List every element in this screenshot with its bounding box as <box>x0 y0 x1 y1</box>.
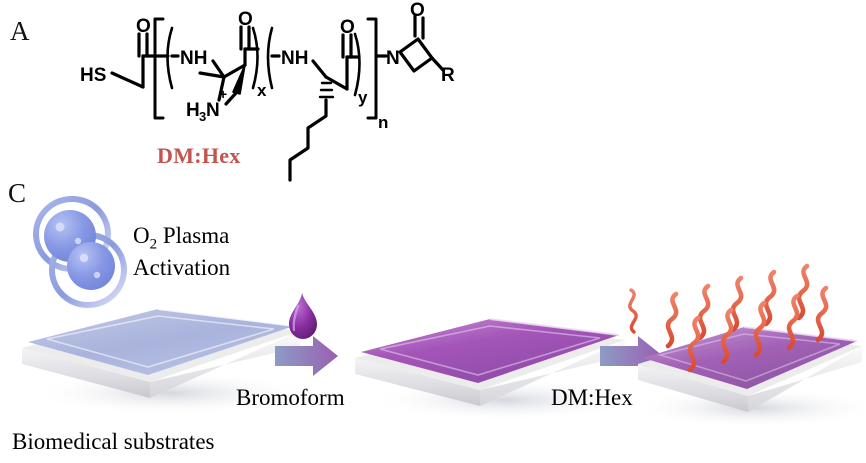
plasma-line-1: O2 Plasma <box>133 222 230 254</box>
atom-label-lactam-nitrogen: N <box>386 48 400 69</box>
polymer-chain-icon <box>628 288 638 334</box>
atom-label-ammonium: H <box>186 100 200 121</box>
atom-label-r-group: R <box>441 65 455 86</box>
plasma-o-text: O <box>133 223 150 248</box>
subscript-x: x <box>257 81 267 100</box>
grafted-polymer-brushes <box>665 263 829 373</box>
plasma-word: Plasma <box>157 223 230 248</box>
atom-label-amide-2: NH <box>281 48 308 69</box>
substrate-purple-slide <box>355 318 640 421</box>
subscript-n: n <box>378 113 388 132</box>
panel-c-letter: C <box>8 178 27 208</box>
polymer-name-label: DM:Hex <box>157 143 241 168</box>
caption-biomedical-substrates: Biomedical substrates <box>12 429 215 454</box>
atom-label-oxygen-4: O <box>410 0 425 21</box>
caption-dmhex: DM:Hex <box>551 385 633 410</box>
subscript-y: y <box>358 88 368 107</box>
plasma-activation-label: O2 Plasma Activation <box>133 222 230 282</box>
panel-a: A <box>0 0 470 200</box>
atom-label-oxygen-2: O <box>238 9 253 30</box>
bromoform-droplet-icon <box>289 292 317 339</box>
panel-c: C O2 Plasma Activation Biomedical substr… <box>0 178 866 463</box>
plasma-line-2: Activation <box>133 254 231 280</box>
surface-modification-scheme <box>22 196 866 428</box>
panel-a-letter: A <box>10 16 30 46</box>
substrate-blue-slide <box>22 308 310 415</box>
oxygen-plasma-icon <box>33 196 127 308</box>
atom-label-ammonium-n: N <box>206 100 220 121</box>
polymer-structure-diagram: HS NH NH H 3 N + O O O O N R x y n <box>80 0 455 182</box>
atom-label-ammonium-charge: + <box>219 86 227 102</box>
caption-bromoform: Bromoform <box>236 385 345 410</box>
atom-label-oxygen-1: O <box>136 16 151 37</box>
substrate-grafted-slide <box>630 263 866 428</box>
atom-label-ammonium-sub: 3 <box>199 109 206 124</box>
atom-label-thiol: HS <box>80 65 106 86</box>
plasma-o-subscript: 2 <box>149 236 158 253</box>
atom-label-amide-1: NH <box>180 48 207 69</box>
atom-label-oxygen-3: O <box>340 17 355 38</box>
process-arrow-1 <box>275 336 338 376</box>
